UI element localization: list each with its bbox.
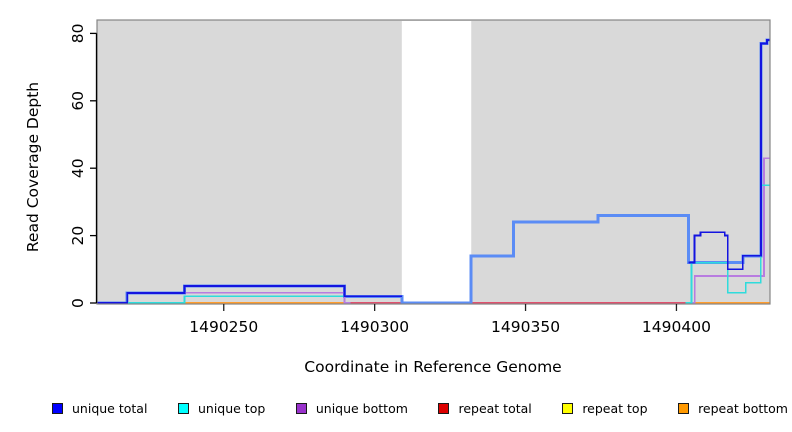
series-unique-total (97, 39, 770, 304)
y-tick-label: 80 (69, 24, 87, 44)
legend-item-repeat-total: repeat total (438, 400, 532, 416)
legend-swatch-repeat-top (562, 402, 574, 414)
x-axis-title: Coordinate in Reference Genome (304, 358, 562, 376)
masked-region (401, 21, 472, 304)
legend-label-repeat-bottom: repeat bottom (698, 400, 788, 416)
legend-item-repeat-top: repeat top (562, 400, 648, 416)
legend-label-unique-bottom: unique bottom (315, 400, 408, 416)
legend-label-repeat-total: repeat total (458, 400, 532, 416)
x-tick-label: 1490400 (642, 318, 711, 336)
legend-item-unique-total: unique total (52, 401, 147, 416)
y-tick-label: 20 (69, 226, 87, 246)
y-tick-label: 40 (69, 158, 87, 178)
legend-label-unique-total: unique total (72, 400, 148, 416)
x-tick-label: 1490300 (340, 318, 409, 336)
x-tick-label: 1490250 (189, 318, 258, 336)
x-tick-label: 1490350 (491, 318, 560, 336)
legend-label-unique-top: unique top (197, 400, 266, 416)
legend-item-repeat-bottom: repeat bottom (678, 401, 788, 416)
legend-item-unique-top: unique top (177, 400, 266, 416)
coverage-chart: 0 20 40 60 80 1490250 1490300 1490350 1490400 (69, 19, 771, 336)
legend-swatch-repeat-total (438, 402, 450, 414)
legend-label-repeat-top: repeat top (582, 400, 648, 416)
legend-swatch-unique-bottom (295, 402, 307, 414)
legend: unique total unique top unique bottom repea… (52, 397, 788, 419)
legend-swatch-repeat-bottom (678, 402, 690, 414)
y-axis-title: Read Coverage Depth (24, 81, 42, 253)
legend-swatch-unique-total (52, 402, 63, 414)
y-tick-label: 0 (69, 298, 87, 308)
legend-item-unique-bottom: unique bottom (295, 400, 408, 416)
legend-swatch-unique-top (177, 402, 189, 414)
y-tick-label: 60 (69, 91, 87, 111)
